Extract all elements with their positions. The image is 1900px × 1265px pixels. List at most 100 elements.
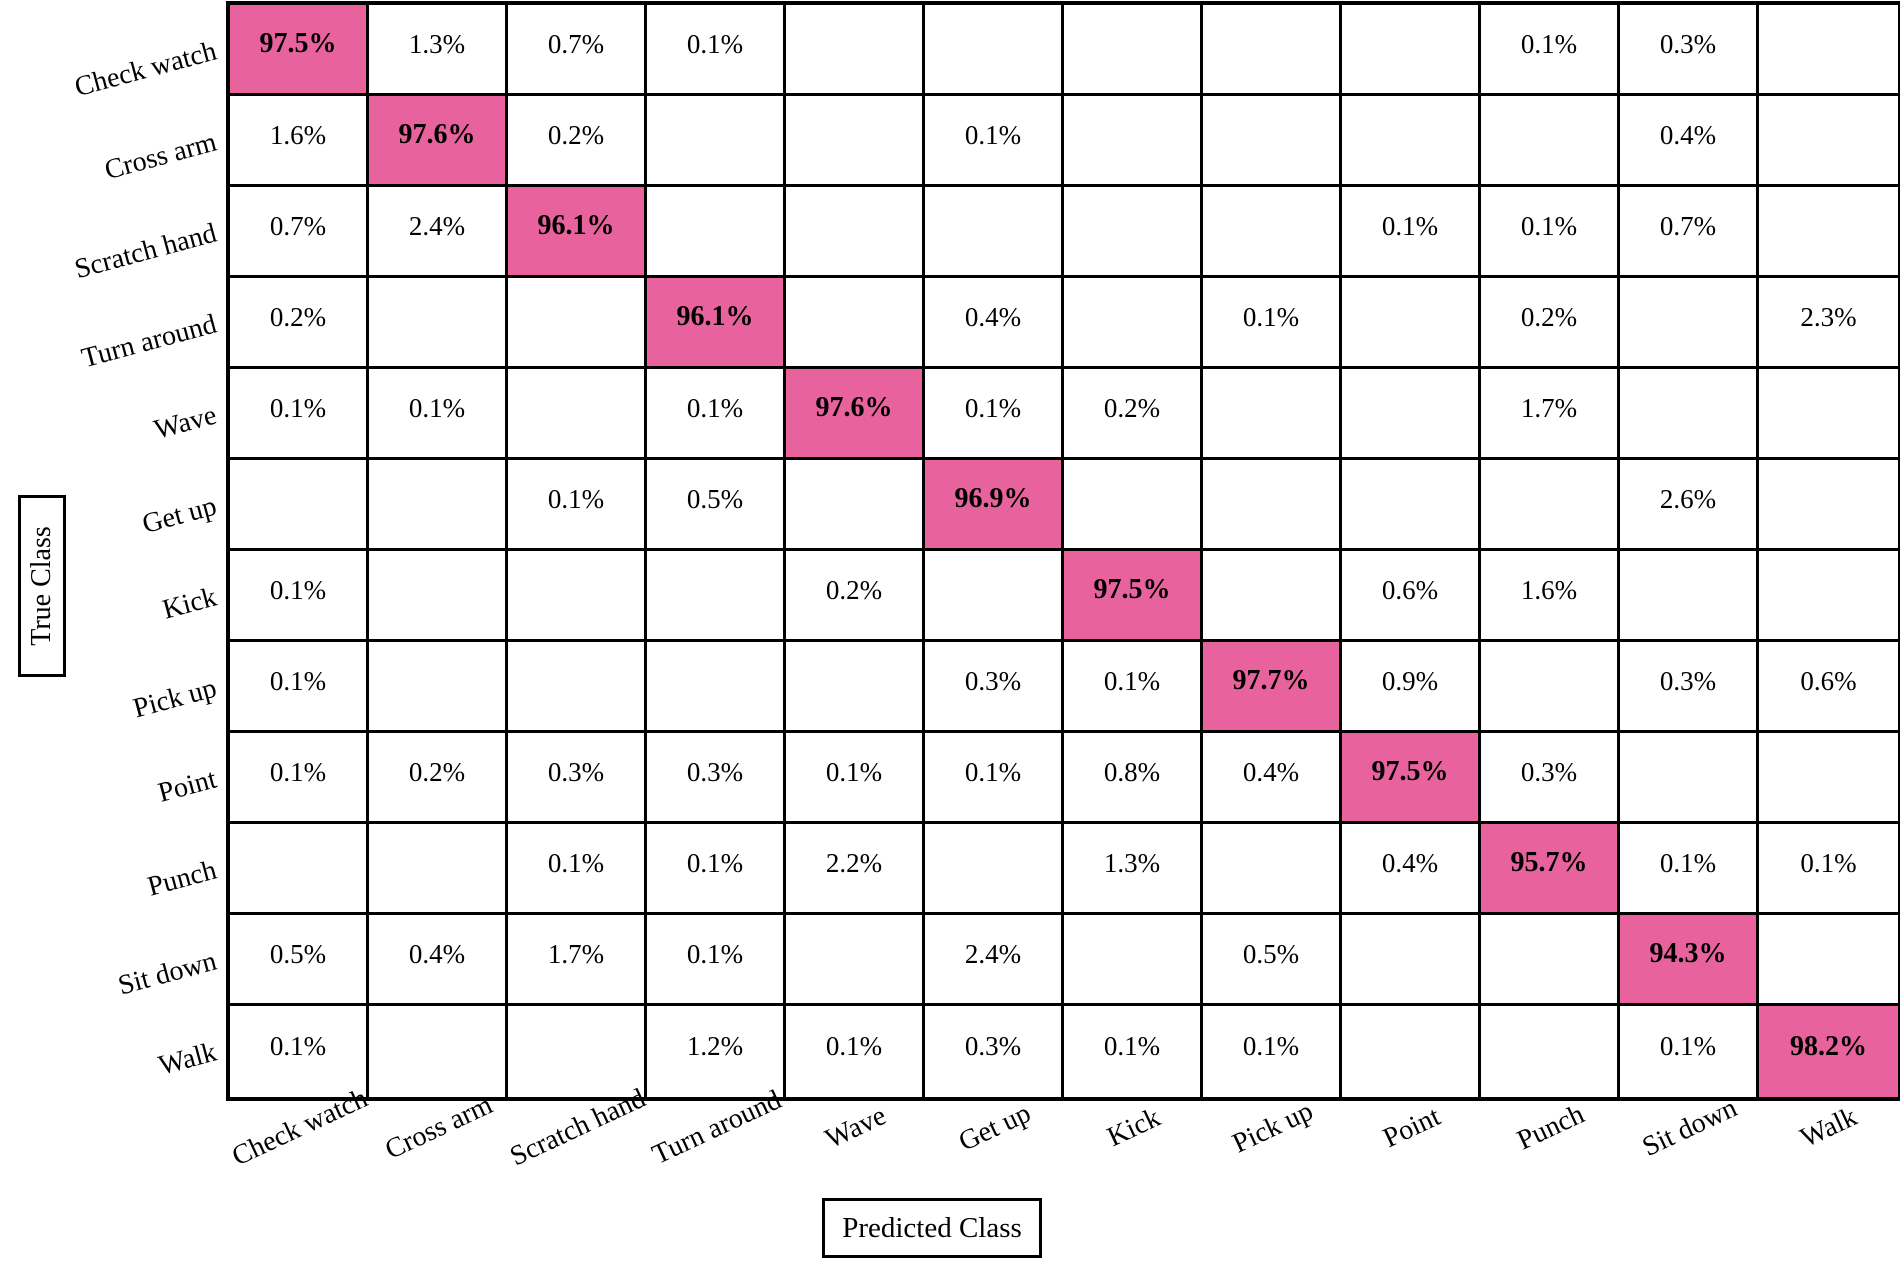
matrix-cell bbox=[1342, 278, 1481, 369]
matrix-cell: 0.1% bbox=[1481, 5, 1620, 96]
matrix-cell bbox=[1064, 460, 1203, 551]
matrix-cell-diagonal: 98.2% bbox=[1759, 1006, 1898, 1097]
matrix-cell bbox=[369, 278, 508, 369]
matrix-cell-diagonal: 97.5% bbox=[1064, 551, 1203, 642]
matrix-cell bbox=[369, 642, 508, 733]
matrix-cell: 0.1% bbox=[786, 733, 925, 824]
matrix-cell bbox=[1620, 369, 1759, 460]
matrix-cell: 0.1% bbox=[1203, 278, 1342, 369]
matrix-cell: 0.4% bbox=[1203, 733, 1342, 824]
matrix-cell bbox=[508, 278, 647, 369]
matrix-cell bbox=[1759, 187, 1898, 278]
matrix-cell bbox=[647, 187, 786, 278]
row-label: Punch bbox=[144, 854, 220, 903]
matrix-cell bbox=[1342, 915, 1481, 1006]
matrix-cell bbox=[1203, 551, 1342, 642]
matrix-cell: 0.1% bbox=[230, 369, 369, 460]
matrix-cell bbox=[1620, 733, 1759, 824]
matrix-cell: 0.8% bbox=[1064, 733, 1203, 824]
matrix-cell bbox=[1342, 1006, 1481, 1097]
matrix-cell: 1.3% bbox=[1064, 824, 1203, 915]
matrix-cell bbox=[1759, 369, 1898, 460]
matrix-cell bbox=[230, 460, 369, 551]
matrix-cell bbox=[1620, 278, 1759, 369]
confusion-matrix-grid: 97.5% 1.3% 0.7% 0.1% 0.1% 0.3% 1.6% 97.6% 0.2% 0.… bbox=[226, 1, 1900, 1101]
matrix-cell: 0.4% bbox=[1620, 96, 1759, 187]
matrix-cell bbox=[369, 460, 508, 551]
matrix-cell: 0.1% bbox=[1620, 1006, 1759, 1097]
matrix-cell: 1.6% bbox=[230, 96, 369, 187]
matrix-cell bbox=[647, 551, 786, 642]
matrix-cell: 0.1% bbox=[230, 551, 369, 642]
matrix-cell: 0.1% bbox=[647, 5, 786, 96]
matrix-cell: 0.5% bbox=[647, 460, 786, 551]
matrix-cell: 0.6% bbox=[1342, 551, 1481, 642]
matrix-cell bbox=[786, 460, 925, 551]
matrix-cell-diagonal: 96.1% bbox=[508, 187, 647, 278]
matrix-cell: 0.5% bbox=[230, 915, 369, 1006]
matrix-cell: 1.2% bbox=[647, 1006, 786, 1097]
matrix-cell bbox=[508, 551, 647, 642]
matrix-cell: 2.4% bbox=[925, 915, 1064, 1006]
row-label: Check watch bbox=[71, 35, 220, 103]
col-label-text: Get up bbox=[953, 1097, 1036, 1158]
matrix-cell: 0.2% bbox=[786, 551, 925, 642]
matrix-cell-diagonal: 97.7% bbox=[1203, 642, 1342, 733]
matrix-cell: 1.3% bbox=[369, 5, 508, 96]
matrix-cell bbox=[786, 278, 925, 369]
matrix-cell: 0.3% bbox=[1620, 5, 1759, 96]
matrix-cell bbox=[1203, 460, 1342, 551]
matrix-cell bbox=[1481, 96, 1620, 187]
row-label: Scratch hand bbox=[71, 217, 220, 285]
matrix-cell: 0.3% bbox=[508, 733, 647, 824]
matrix-cell: 0.3% bbox=[647, 733, 786, 824]
matrix-cell: 0.1% bbox=[647, 824, 786, 915]
matrix-cell: 0.1% bbox=[230, 733, 369, 824]
matrix-cell bbox=[1342, 5, 1481, 96]
matrix-cell: 2.4% bbox=[369, 187, 508, 278]
matrix-cell-diagonal: 94.3% bbox=[1620, 915, 1759, 1006]
matrix-cell bbox=[1203, 187, 1342, 278]
matrix-cell: 0.1% bbox=[925, 733, 1064, 824]
row-label: Walk bbox=[155, 1036, 220, 1082]
matrix-cell bbox=[1481, 460, 1620, 551]
matrix-cell-diagonal: 97.6% bbox=[369, 96, 508, 187]
matrix-cell-diagonal: 97.5% bbox=[230, 5, 369, 96]
matrix-cell bbox=[1064, 915, 1203, 1006]
matrix-cell: 0.1% bbox=[230, 1006, 369, 1097]
matrix-cell bbox=[1342, 96, 1481, 187]
matrix-cell bbox=[786, 187, 925, 278]
matrix-cell: 0.3% bbox=[1620, 642, 1759, 733]
matrix-cell bbox=[925, 187, 1064, 278]
matrix-cell bbox=[1203, 824, 1342, 915]
row-label: Pick up bbox=[129, 672, 220, 724]
matrix-cell: 0.1% bbox=[1481, 187, 1620, 278]
matrix-cell: 0.9% bbox=[1342, 642, 1481, 733]
x-axis-title: Predicted Class bbox=[842, 1211, 1022, 1244]
matrix-cell: 0.4% bbox=[369, 915, 508, 1006]
matrix-cell bbox=[508, 642, 647, 733]
matrix-cell-diagonal: 96.9% bbox=[925, 460, 1064, 551]
matrix-cell: 0.1% bbox=[1203, 1006, 1342, 1097]
matrix-cell bbox=[1759, 96, 1898, 187]
matrix-cell bbox=[647, 642, 786, 733]
col-label-text: Pick up bbox=[1227, 1095, 1318, 1160]
matrix-cell bbox=[1759, 460, 1898, 551]
row-label: Sit down bbox=[114, 945, 220, 1001]
matrix-cell bbox=[1064, 187, 1203, 278]
matrix-cell bbox=[786, 642, 925, 733]
matrix-cell bbox=[1759, 551, 1898, 642]
matrix-cell: 0.6% bbox=[1759, 642, 1898, 733]
matrix-cell: 0.1% bbox=[1759, 824, 1898, 915]
matrix-cell: 0.1% bbox=[369, 369, 508, 460]
matrix-cell: 0.3% bbox=[925, 642, 1064, 733]
matrix-cell: 0.4% bbox=[925, 278, 1064, 369]
matrix-cell: 1.7% bbox=[508, 915, 647, 1006]
matrix-cell bbox=[786, 5, 925, 96]
matrix-cell bbox=[369, 1006, 508, 1097]
matrix-cell bbox=[1203, 96, 1342, 187]
matrix-cell: 0.1% bbox=[230, 642, 369, 733]
matrix-cell: 0.7% bbox=[1620, 187, 1759, 278]
row-label: Wave bbox=[150, 399, 220, 446]
